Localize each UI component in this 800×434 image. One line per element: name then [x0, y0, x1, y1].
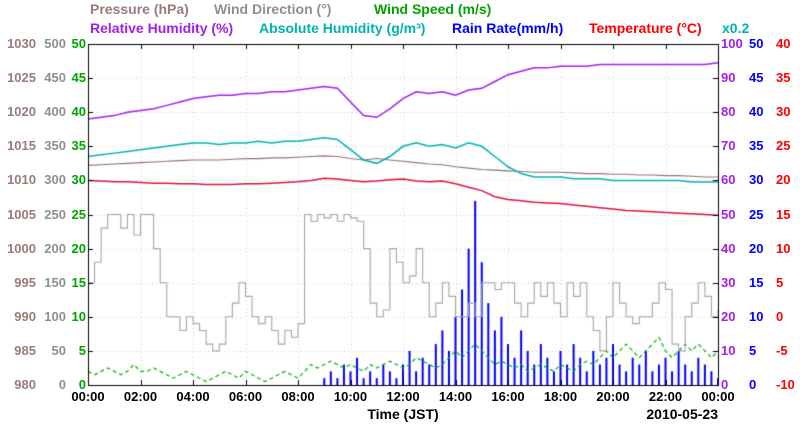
x-tick-label: 14:00 [438, 389, 473, 404]
relative-humidity-tick-label: 90 [721, 70, 736, 86]
x-tick-label: 12:00 [386, 389, 420, 404]
temperature-tick-label: 10 [776, 240, 791, 256]
rain-rate-tick-label: 15 [749, 274, 764, 290]
pressure-tick-label: 985 [14, 342, 36, 358]
legend-wind-direction: Wind Direction (°) [214, 1, 332, 17]
wind-speed-tick-label: 20 [71, 240, 86, 256]
wind-direction-tick-label: 450 [44, 70, 66, 86]
wind-direction-tick-label: 300 [44, 172, 66, 188]
wind-direction-tick-label: 500 [44, 36, 66, 51]
rain-rate-tick-label: 25 [749, 206, 764, 222]
x-tick-label: 02:00 [123, 389, 158, 404]
temperature-tick-label: -10 [776, 377, 795, 392]
pressure-tick-label: 995 [14, 274, 36, 290]
wind-speed-tick-label: 0 [78, 377, 86, 392]
temperature-tick-label: 15 [776, 206, 791, 222]
wind-speed-tick-label: 50 [71, 36, 86, 51]
wind-speed-tick-label: 15 [71, 274, 86, 290]
rain-rate-tick-label: 0 [749, 377, 757, 392]
relative-humidity-tick-label: 0 [721, 377, 729, 392]
temperature-tick-label: 30 [776, 104, 791, 120]
wind-speed-tick-label: 25 [71, 206, 86, 222]
legend-wind-speed-m-s: Wind Speed (m/s) [374, 1, 492, 17]
temperature-tick-label: 25 [776, 138, 791, 154]
wind-direction-tick-label: 50 [51, 342, 66, 358]
x-tick-label: 00:00 [701, 389, 735, 404]
wind-speed-tick-label: 10 [71, 308, 86, 324]
temperature-tick-label: 5 [776, 274, 784, 290]
rain-rate-tick-label: 40 [749, 104, 764, 120]
pressure-tick-label: 1010 [7, 172, 36, 188]
x-tick-label: 06:00 [228, 389, 263, 404]
wind-speed-tick-label: 40 [71, 104, 86, 120]
pressure-tick-label: 990 [14, 308, 36, 324]
x-axis-title: Time (JST) [367, 406, 439, 422]
legend-temperature-c: Temperature (°C) [589, 20, 702, 36]
relative-humidity-tick-label: 80 [721, 104, 736, 120]
wind-direction-tick-label: 250 [44, 206, 66, 222]
wind-speed-tick-label: 5 [78, 342, 86, 358]
legend-pressure-hpa: Pressure (hPa) [90, 1, 189, 17]
relative-humidity-tick-label: 30 [721, 274, 736, 290]
legend-relative-humidity: Relative Humidity (%) [90, 20, 234, 36]
relative-humidity-tick-label: 10 [721, 342, 736, 358]
wind-direction-tick-label: 200 [44, 240, 66, 256]
temperature-tick-label: 0 [776, 308, 784, 324]
rain-rate-tick-label: 20 [749, 240, 764, 256]
pressure-tick-label: 1015 [7, 138, 36, 154]
x-tick-label: 04:00 [176, 389, 210, 404]
pressure-tick-label: 1005 [7, 206, 36, 222]
pressure-tick-label: 1000 [7, 240, 36, 256]
chart-date: 2010-05-23 [646, 406, 718, 422]
wind-direction-tick-label: 350 [44, 138, 66, 154]
temperature-tick-label: 35 [776, 70, 791, 86]
wind-direction-tick-label: 400 [44, 104, 66, 120]
pressure-tick-label: 1025 [7, 70, 36, 86]
pressure-tick-label: 980 [14, 377, 36, 392]
wind-direction-tick-label: 0 [58, 377, 66, 392]
relative-humidity-tick-label: 40 [721, 240, 736, 256]
x-tick-label: 16:00 [491, 389, 525, 404]
x-tick-label: 22:00 [648, 389, 683, 404]
temperature-tick-label: 40 [776, 36, 791, 51]
relative-humidity-tick-label: 70 [721, 138, 736, 154]
x-tick-label: 20:00 [596, 389, 630, 404]
relative-humidity-tick-label: 100 [721, 36, 743, 51]
pressure-tick-label: 1030 [7, 36, 36, 51]
absolute-humidity-scale-note: x0.2 [722, 20, 750, 36]
rain-rate-tick-label: 30 [749, 172, 764, 188]
rain-rate-tick-label: 45 [749, 70, 764, 86]
relative-humidity-tick-label: 60 [721, 172, 736, 188]
x-tick-label: 18:00 [543, 389, 578, 404]
wind-direction-tick-label: 150 [44, 274, 66, 290]
rain-rate-tick-label: 10 [749, 308, 764, 324]
x-tick-label: 08:00 [281, 389, 315, 404]
wind-direction-tick-label: 100 [44, 308, 66, 324]
wind-speed-tick-label: 45 [71, 70, 86, 86]
rain-rate-tick-label: 50 [749, 36, 764, 51]
rain-rate-tick-label: 35 [749, 138, 764, 154]
x-tick-label: 10:00 [333, 389, 368, 404]
x-tick-label: 00:00 [71, 389, 105, 404]
relative-humidity-tick-label: 50 [721, 206, 736, 222]
temperature-tick-label: 20 [776, 172, 791, 188]
rain-rate-tick-label: 5 [749, 342, 757, 358]
pressure-tick-label: 1020 [7, 104, 36, 120]
temperature-tick-label: -5 [776, 342, 788, 358]
legend-absolute-humidity-g-m: Absolute Humidity (g/m³) [259, 20, 426, 36]
wind-speed-tick-label: 30 [71, 172, 86, 188]
relative-humidity-tick-label: 20 [721, 308, 736, 324]
wind-speed-tick-label: 35 [71, 138, 86, 154]
legend-rain-rate-mm-h: Rain Rate(mm/h) [452, 20, 564, 36]
